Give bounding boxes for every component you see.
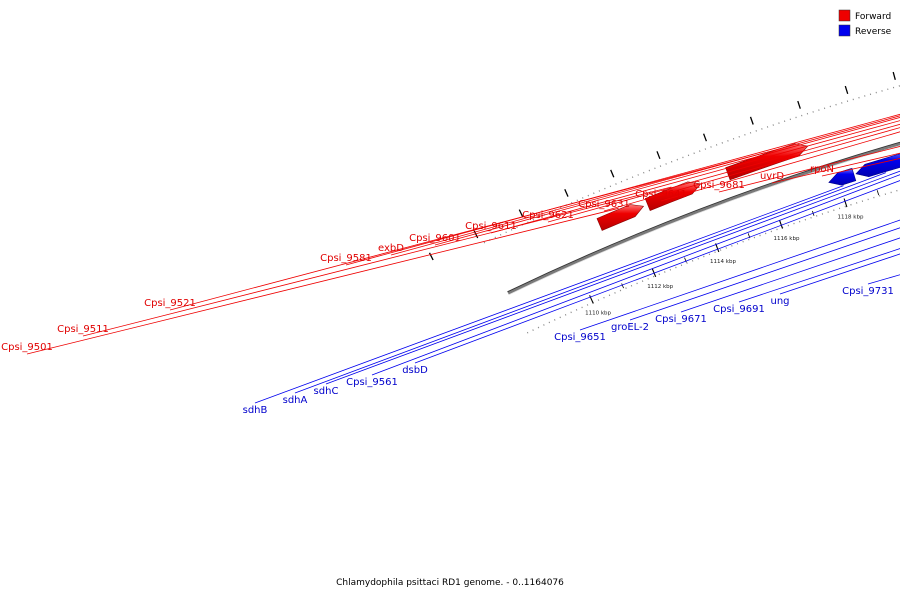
gene-leader-line bbox=[82, 186, 672, 337]
gene-label-cpsi-9581: Cpsi_9581 bbox=[320, 253, 372, 264]
gene-leader-line bbox=[345, 113, 900, 266]
gene-label-ung: ung bbox=[770, 296, 789, 307]
gene-leader-line bbox=[738, 248, 900, 303]
gene-label-cpsi-9561: Cpsi_9561 bbox=[346, 377, 398, 388]
outer-tick-mark bbox=[428, 252, 434, 261]
tick-mark-minor bbox=[621, 283, 624, 289]
outer-tick-mark bbox=[844, 85, 849, 94]
gene-arrow-sdhb bbox=[828, 167, 857, 186]
gene-label-cpsi-9631: Cpsi_9631 bbox=[578, 199, 630, 210]
gene-leader-line bbox=[680, 237, 900, 313]
gene-leader-line bbox=[629, 227, 900, 321]
gene-arrow-cpsi-9501 bbox=[596, 204, 645, 231]
outer-dotted-track bbox=[483, 85, 900, 244]
outer-tick-mark bbox=[797, 100, 801, 109]
gene-leader-line bbox=[579, 219, 900, 331]
gene-arrow-cpsi-9511 bbox=[644, 181, 702, 211]
tick-mark-minor bbox=[876, 190, 880, 196]
gene-labels: Cpsi_9501 Cpsi_9511 Cpsi_9521 sdhB sdhA sdhC C… bbox=[1, 113, 900, 416]
tick-label: 1110 kbp bbox=[585, 311, 611, 317]
gene-label-cpsi-9681: Cpsi_9681 bbox=[693, 180, 745, 191]
gene-label-cpsi-9521: Cpsi_9521 bbox=[144, 298, 196, 309]
gene-label-cpsi-9651: Cpsi_9651 bbox=[554, 332, 606, 343]
gene-leader-line bbox=[603, 127, 900, 212]
gene-label-sdhc: sdhC bbox=[314, 386, 339, 397]
gene-leader-line bbox=[660, 131, 900, 202]
outer-tick-mark bbox=[749, 116, 754, 125]
gene-arrow-sdha bbox=[855, 153, 900, 178]
tick-mark-major bbox=[778, 219, 784, 229]
gene-leader-line bbox=[434, 117, 900, 246]
tick-mark-major bbox=[843, 198, 848, 208]
legend: Forward Reverse bbox=[838, 9, 892, 37]
gene-leader-line bbox=[325, 170, 900, 385]
gene-label-dsbd: dsbD bbox=[402, 365, 428, 376]
genome-backbone bbox=[507, 141, 900, 296]
gene-leader-line bbox=[547, 123, 900, 223]
gene-label-uvrd: uvrD bbox=[760, 171, 784, 182]
gene-label-cpsi-9621: Cpsi_9621 bbox=[522, 210, 574, 221]
tick-mark-minor bbox=[684, 257, 687, 263]
outer-tick-mark bbox=[656, 151, 661, 160]
gene-label-sdha: sdhA bbox=[283, 395, 308, 406]
gene-label-cpsi-9731: Cpsi_9731 bbox=[842, 286, 894, 297]
outer-tick-mark bbox=[518, 209, 524, 218]
gene-label-groel-2: groEL-2 bbox=[611, 322, 649, 333]
gene-leader-line bbox=[771, 152, 900, 184]
legend-label-forward: Forward bbox=[855, 12, 891, 22]
gene-leader-line bbox=[254, 185, 844, 404]
legend-swatch-reverse bbox=[838, 24, 851, 37]
gene-label-cpsi-9601: Cpsi_9601 bbox=[409, 233, 461, 244]
tick-mark-major bbox=[651, 268, 657, 278]
tick-label: 1118 kbp bbox=[838, 215, 864, 221]
gene-leader-line bbox=[414, 180, 900, 364]
gene-label-rpon: rpoN bbox=[810, 164, 834, 175]
gene-leader-line bbox=[490, 120, 900, 234]
gene-leader-line bbox=[294, 172, 887, 394]
gene-label-cpsi-9671: Cpsi_9671 bbox=[655, 314, 707, 325]
gene-label-cpsi-9691: Cpsi_9691 bbox=[713, 304, 765, 315]
outer-tick-mark bbox=[702, 133, 708, 142]
gene-label-exbd: exbD bbox=[378, 243, 404, 254]
gene-leader-line bbox=[779, 253, 900, 295]
backbone-edge bbox=[507, 141, 900, 293]
gene-label-cpsi-9511: Cpsi_9511 bbox=[57, 324, 109, 335]
outer-tick-mark bbox=[564, 189, 569, 197]
gene-leader-line bbox=[26, 207, 619, 355]
tick-marks: 1110 kbp 1112 kbp 1114 kbp 1116 kbp 1118 kbp… bbox=[428, 71, 896, 317]
gene-leader-line bbox=[390, 115, 900, 256]
gene-label-sdhb: sdhB bbox=[243, 405, 268, 416]
tick-label: 1112 kbp bbox=[647, 284, 673, 290]
outer-tick-mark bbox=[610, 169, 615, 178]
tick-label: 1114 kbp bbox=[710, 259, 736, 265]
backbone-highlight bbox=[508, 145, 900, 296]
dotted-guide-tracks bbox=[483, 85, 900, 334]
genome-caption: Chlamydophila psittaci RD1 genome. - 0..… bbox=[336, 578, 564, 588]
tick-mark-major bbox=[589, 295, 594, 304]
legend-label-reverse: Reverse bbox=[855, 27, 892, 37]
gene-label-cpsi-9501: Cpsi_9501 bbox=[1, 342, 53, 353]
gene-leader-line bbox=[821, 158, 900, 177]
gene-label-cpsi-9611: Cpsi_9611 bbox=[465, 221, 517, 232]
legend-swatch-forward bbox=[838, 9, 851, 22]
outer-tick-mark bbox=[892, 71, 896, 80]
gene-leader-line bbox=[718, 146, 900, 193]
gene-label-cpsi-9641: Cpsi_9641 bbox=[635, 189, 687, 200]
backbone-line bbox=[507, 142, 900, 295]
gene-leader-line bbox=[371, 174, 900, 376]
gene-leader-line bbox=[169, 152, 766, 311]
tick-label: 1116 kbp bbox=[774, 236, 800, 242]
